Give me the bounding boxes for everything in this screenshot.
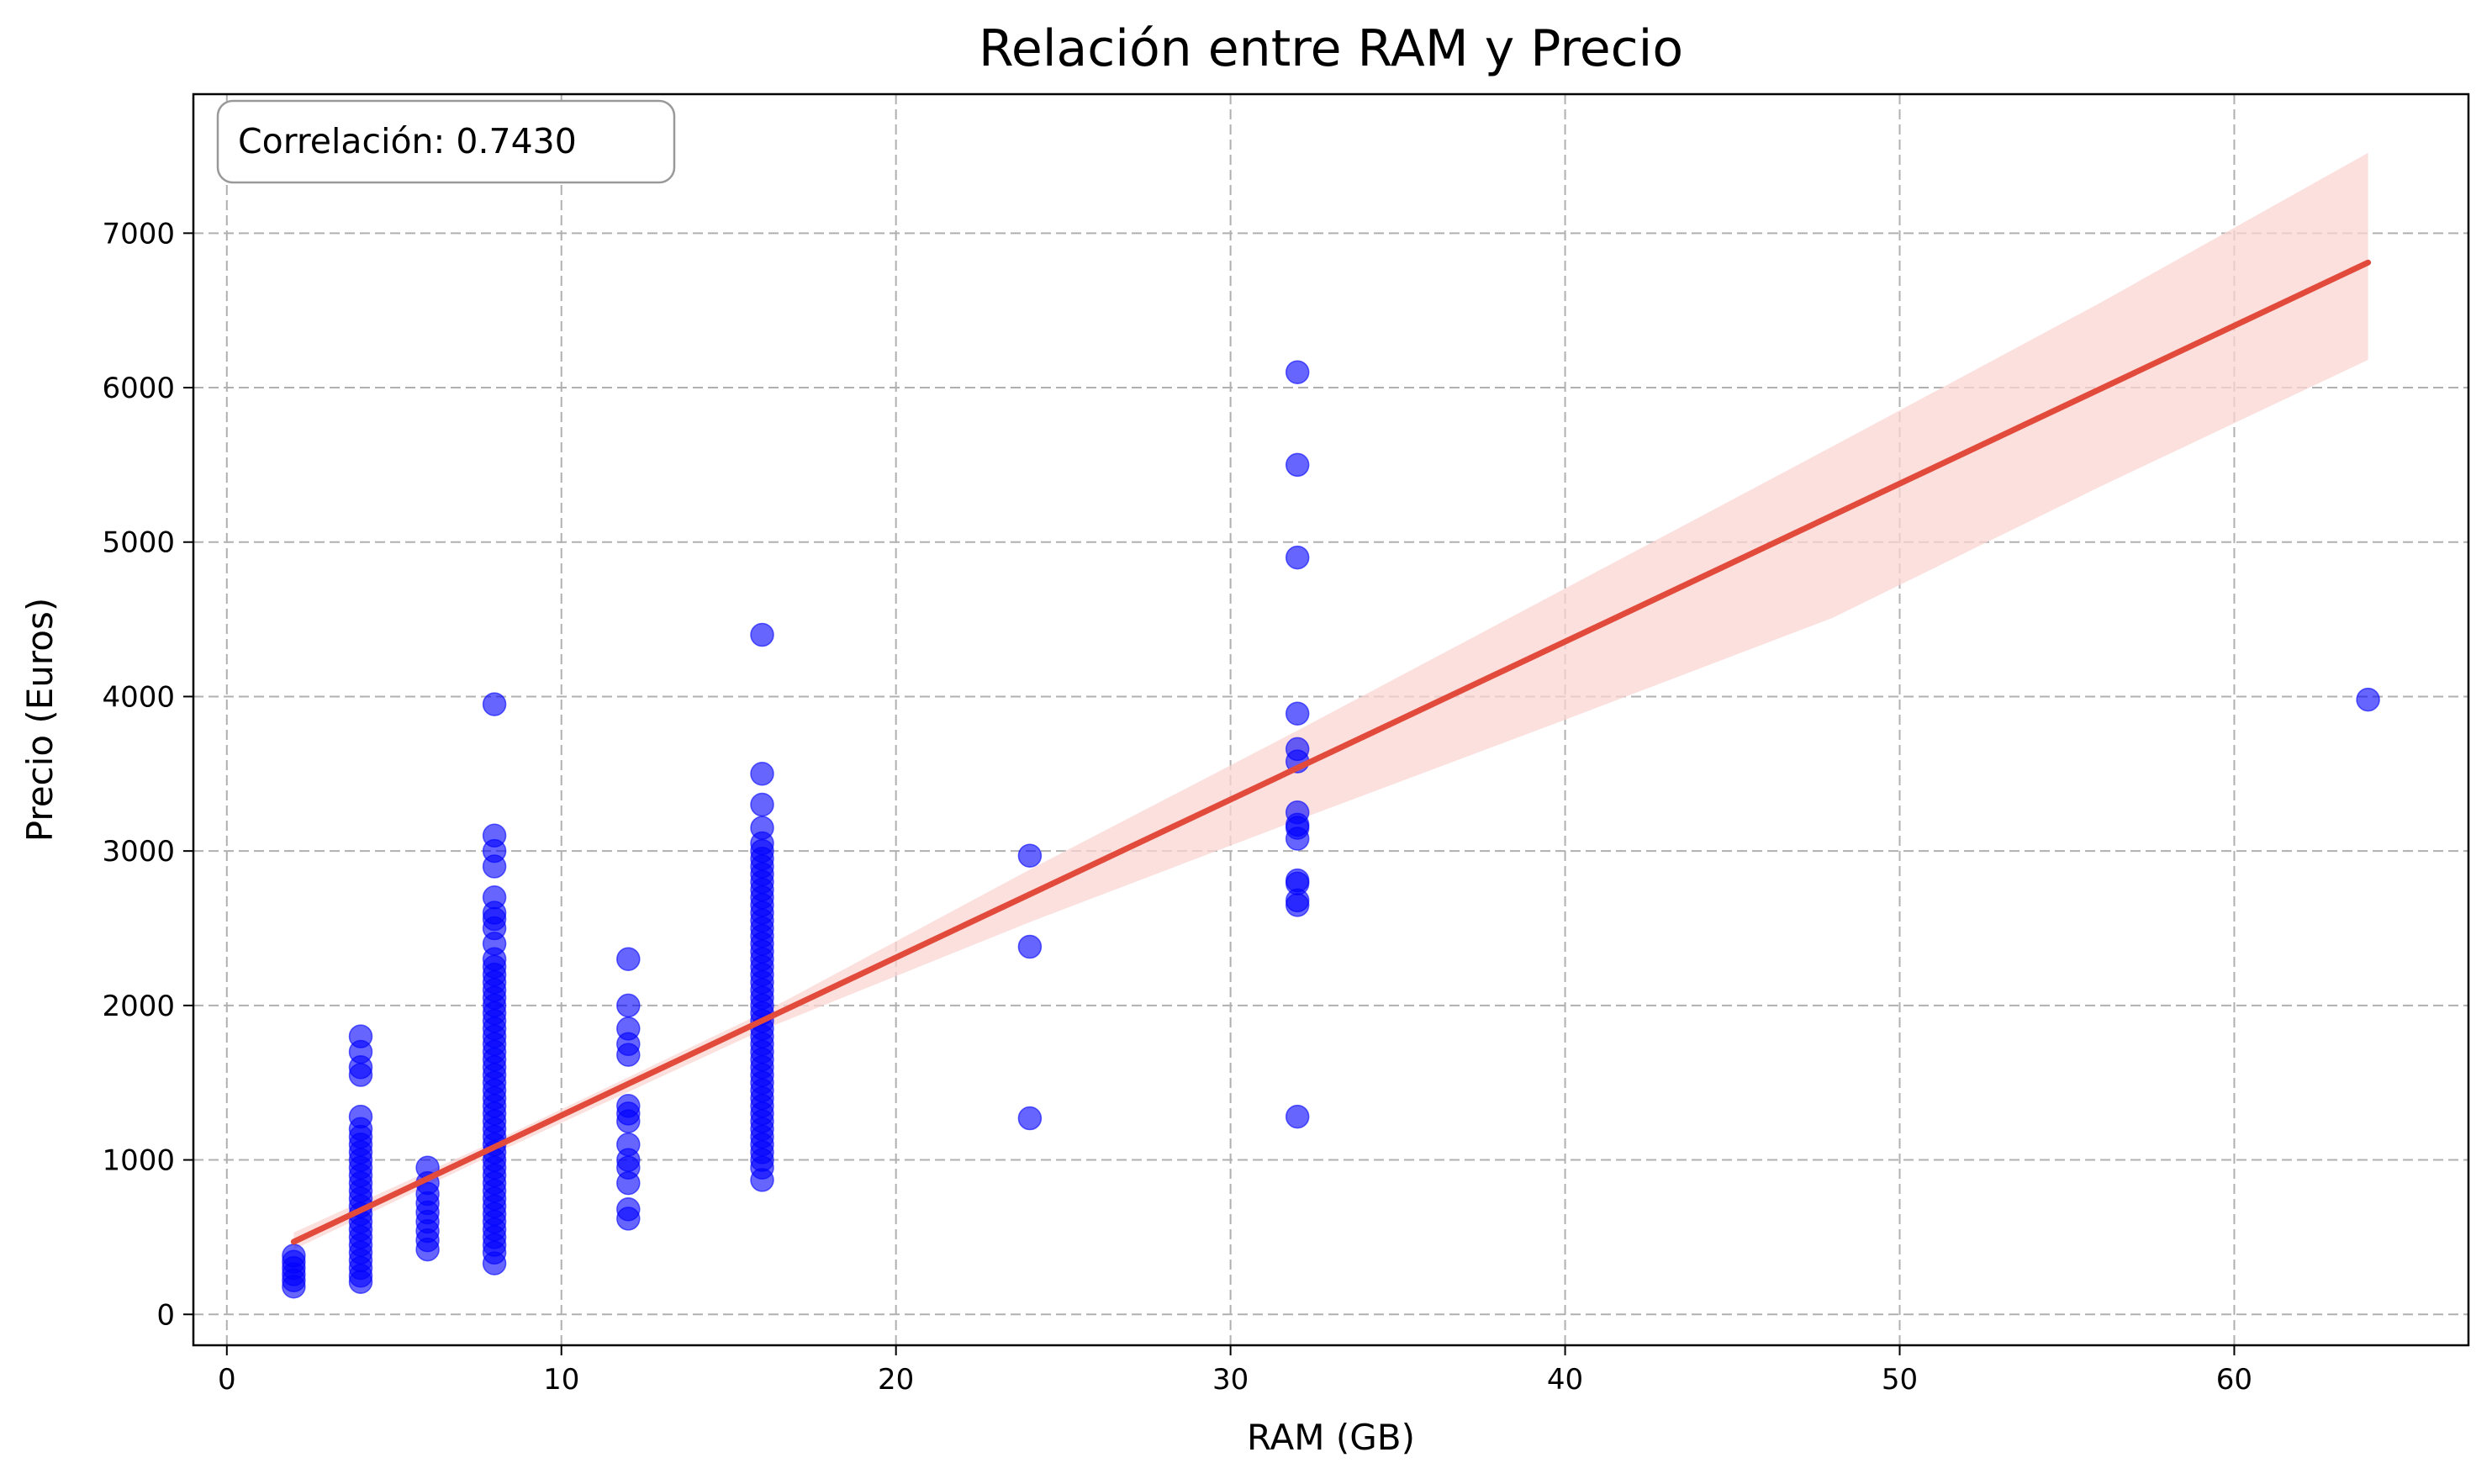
scatter-point xyxy=(482,692,507,716)
scatter-point xyxy=(616,1197,641,1222)
scatter-point xyxy=(1285,360,1310,384)
scatter-point xyxy=(750,816,774,840)
y-axis-title: Precio (Euros) xyxy=(19,598,61,842)
scatter-point xyxy=(1017,843,1043,868)
scatter-point xyxy=(1285,800,1310,825)
scatter-point xyxy=(482,885,507,910)
scatter-point xyxy=(282,1244,306,1268)
annotation-box xyxy=(216,99,676,184)
scatter-point xyxy=(750,762,774,786)
scatter-points-layer xyxy=(282,360,2380,1299)
scatter-point xyxy=(616,1017,641,1041)
scatter-point xyxy=(616,993,641,1018)
correlation-annotation: Correlación: 0.7430 xyxy=(216,99,676,184)
scatter-point xyxy=(750,622,774,647)
scatter-point xyxy=(750,792,774,817)
x-tick-label: 30 xyxy=(1212,1363,1249,1397)
scatter-point xyxy=(1285,1104,1310,1129)
plot-area-frame xyxy=(192,92,2470,1347)
scatter-point xyxy=(616,947,641,971)
x-tick-label: 50 xyxy=(1882,1363,1918,1397)
scatter-point xyxy=(1017,934,1043,959)
scatter-point xyxy=(2356,687,2380,712)
scatter-point xyxy=(1285,701,1310,726)
y-tick-label: 1000 xyxy=(102,1144,175,1178)
x-tick-label: 20 xyxy=(878,1363,914,1397)
y-tick-label: 7000 xyxy=(102,217,175,251)
x-axis-title: RAM (GB) xyxy=(1247,1417,1415,1458)
regression-line-layer xyxy=(290,259,2372,1245)
scatter-point xyxy=(616,1094,641,1118)
y-tick-label: 3000 xyxy=(102,835,175,869)
scatter-point xyxy=(1285,868,1310,893)
scatter-point xyxy=(1017,1106,1043,1131)
x-tick-label: 40 xyxy=(1547,1363,1583,1397)
y-tick-label: 2000 xyxy=(102,990,175,1023)
grid-layer xyxy=(193,94,2468,1345)
x-tick-label: 0 xyxy=(218,1363,236,1397)
x-tick-label: 10 xyxy=(543,1363,579,1397)
scatter-point xyxy=(482,823,507,848)
y-tick-label: 0 xyxy=(156,1298,175,1332)
x-tick-label: 60 xyxy=(2216,1363,2252,1397)
scatter-point xyxy=(1285,737,1310,762)
annotation-text: Correlación: 0.7430 xyxy=(238,121,577,161)
x-tick-layer: 0 10 20 30 40 50 60 xyxy=(218,1345,2252,1397)
y-tick-label: 6000 xyxy=(102,372,175,405)
y-tick-label: 5000 xyxy=(102,526,175,560)
scatter-point xyxy=(348,1104,373,1129)
scatter-point xyxy=(616,1132,641,1157)
regression-line xyxy=(290,259,2372,1245)
scatter-point xyxy=(348,1024,373,1048)
y-tick-layer: 0 1000 2000 3000 4000 5000 6000 7000 xyxy=(102,217,193,1332)
y-tick-label: 4000 xyxy=(102,680,175,714)
scatter-point xyxy=(1285,545,1310,570)
chart-title: Relación entre RAM y Precio xyxy=(979,19,1683,78)
scatter-point xyxy=(1285,452,1310,478)
